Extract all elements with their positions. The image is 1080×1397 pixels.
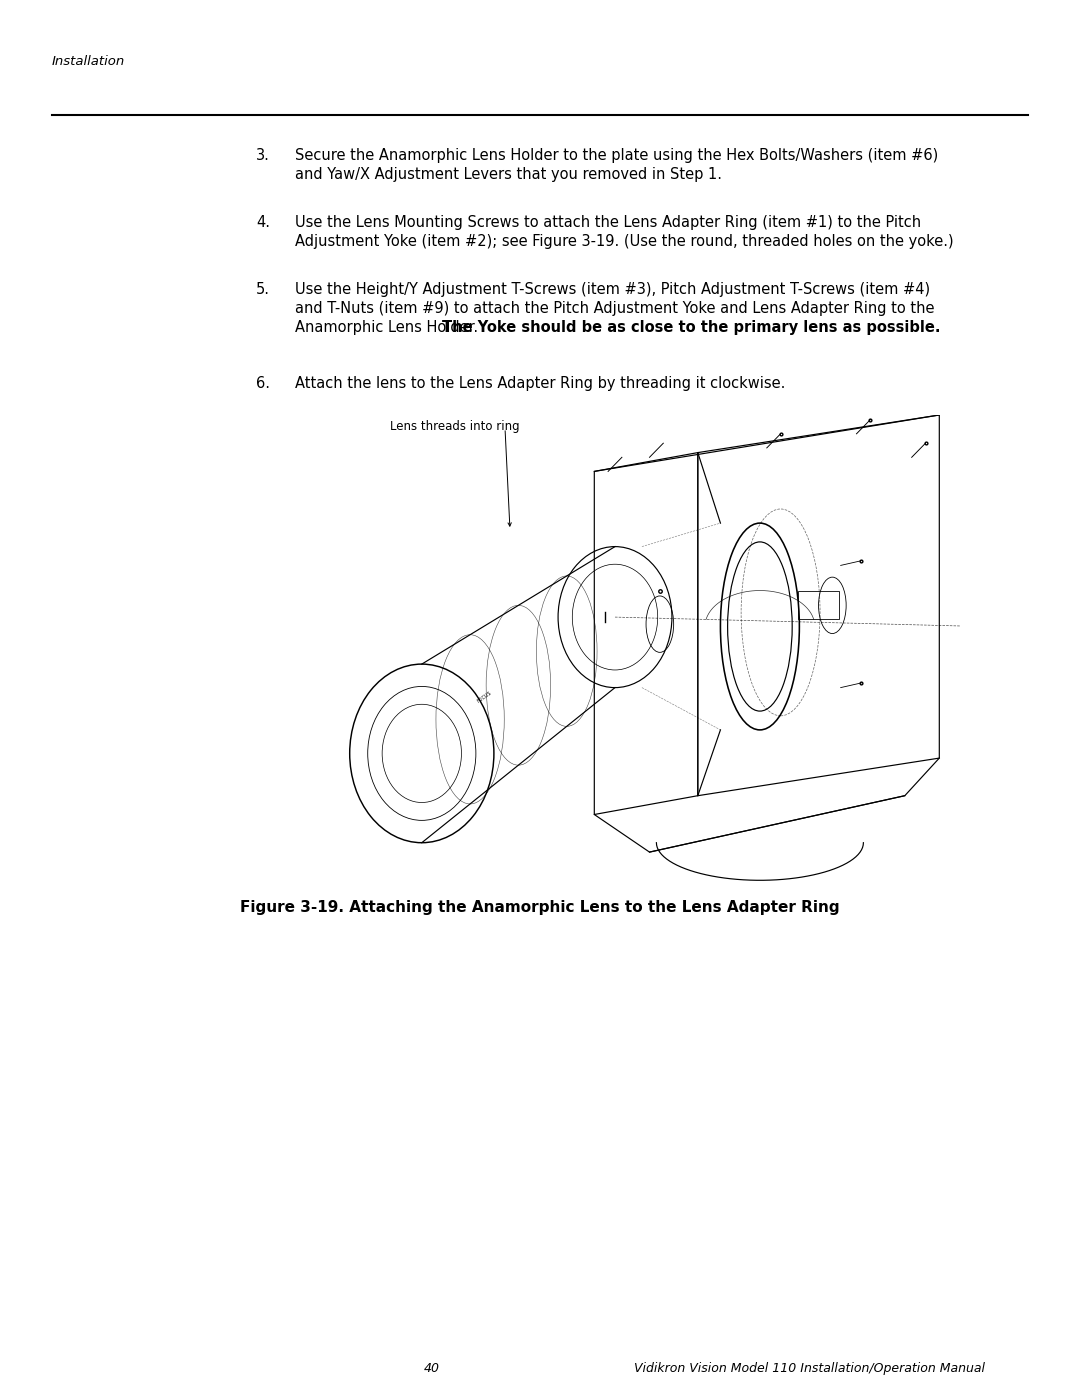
Text: Anamorphic Lens Holder.: Anamorphic Lens Holder. [295,320,483,335]
Text: The Yoke should be as close to the primary lens as possible.: The Yoke should be as close to the prima… [442,320,941,335]
Text: Installation: Installation [52,54,125,68]
Text: 40: 40 [424,1362,440,1375]
Text: 6.: 6. [256,376,270,391]
Text: Vidikron Vision Model 110 Installation/Operation Manual: Vidikron Vision Model 110 Installation/O… [635,1362,986,1375]
Text: and Yaw/X Adjustment Levers that you removed in Step 1.: and Yaw/X Adjustment Levers that you rem… [295,168,723,182]
Text: 3.: 3. [256,148,270,163]
Text: Use the Lens Mounting Screws to attach the Lens Adapter Ring (item #1) to the Pi: Use the Lens Mounting Screws to attach t… [295,215,921,231]
Text: and T-Nuts (item #9) to attach the Pitch Adjustment Yoke and Lens Adapter Ring t: and T-Nuts (item #9) to attach the Pitch… [295,300,934,316]
Text: FOCUS: FOCUS [475,690,492,704]
Text: 4.: 4. [256,215,270,231]
Text: Use the Height/Y Adjustment T-Screws (item #3), Pitch Adjustment T-Screws (item : Use the Height/Y Adjustment T-Screws (it… [295,282,930,298]
Text: Attach the lens to the Lens Adapter Ring by threading it clockwise.: Attach the lens to the Lens Adapter Ring… [295,376,785,391]
Text: Adjustment Yoke (item #2); see Figure 3-19. (Use the round, threaded holes on th: Adjustment Yoke (item #2); see Figure 3-… [295,235,954,249]
Text: 5.: 5. [256,282,270,298]
Text: Lens threads into ring: Lens threads into ring [390,420,519,433]
Text: Secure the Anamorphic Lens Holder to the plate using the Hex Bolts/Washers (item: Secure the Anamorphic Lens Holder to the… [295,148,939,163]
Text: Figure 3-19. Attaching the Anamorphic Lens to the Lens Adapter Ring: Figure 3-19. Attaching the Anamorphic Le… [240,900,840,915]
